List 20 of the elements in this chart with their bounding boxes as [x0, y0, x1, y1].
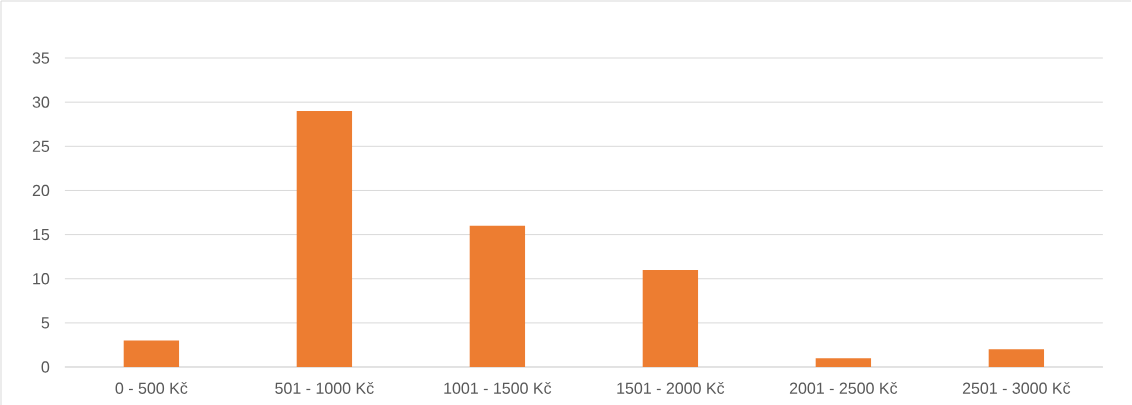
bar	[988, 349, 1045, 368]
x-tick-label: 1501 - 2000 Kč	[617, 382, 725, 394]
y-tick-label: 25	[32, 140, 50, 152]
x-tick-label: 501 - 1000 Kč	[275, 382, 374, 394]
bar	[642, 269, 699, 368]
x-tick-label: 0 - 500 Kč	[115, 382, 188, 394]
y-tick-label: 5	[41, 317, 50, 329]
y-tick-label: 10	[33, 273, 50, 285]
y-tick-label: 20	[32, 184, 50, 197]
x-tick-label: 1001 - 1500 Kč	[444, 382, 552, 394]
bar	[815, 358, 872, 368]
y-tick-label: 35	[32, 52, 50, 64]
bar	[469, 225, 526, 368]
y-tick-label: 15	[33, 229, 50, 241]
x-tick-label: 2501 - 3000 Kč	[962, 382, 1071, 394]
y-tick-label: 30	[32, 96, 50, 108]
x-tick-label: 2001 - 2500 Kč	[789, 382, 898, 394]
bar	[123, 340, 180, 368]
y-tick-label: 0	[41, 361, 50, 373]
bar	[296, 111, 353, 368]
